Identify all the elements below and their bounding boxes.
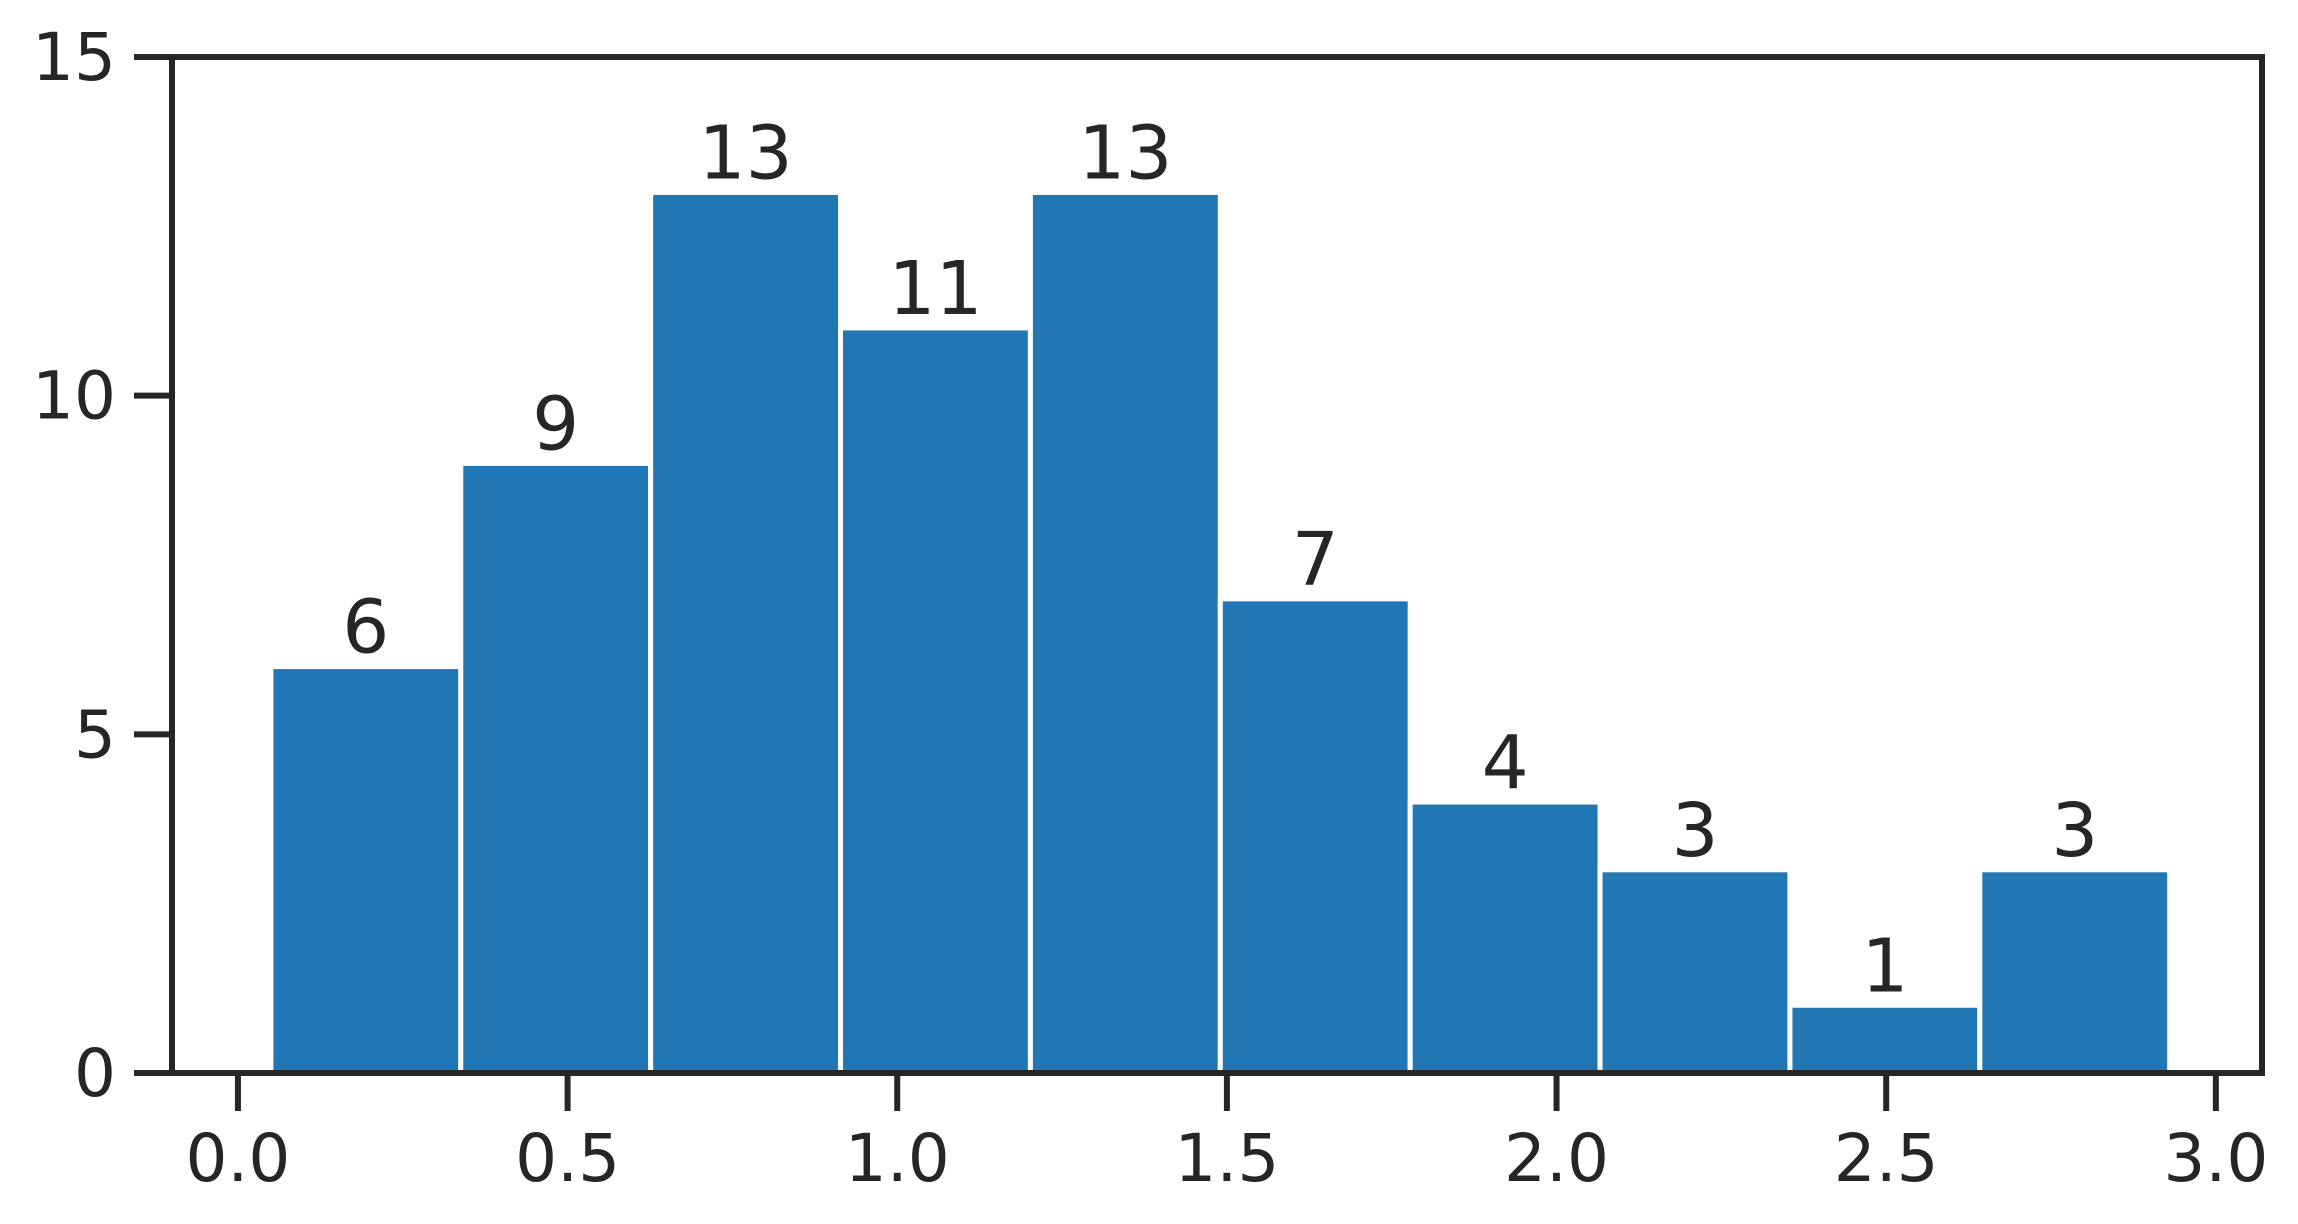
bar-value-label: 13	[1078, 110, 1172, 196]
bar-value-label: 7	[1292, 517, 1339, 603]
histogram-bar	[1787, 1002, 1983, 1076]
histogram-bar	[458, 460, 654, 1076]
y-tick-label: 0	[74, 1035, 116, 1112]
x-tick-label: 0.5	[515, 1120, 620, 1197]
x-axis: 0.0 0.5 1.0 1.5 2.0 2.5 3.0	[185, 1073, 2268, 1197]
bar-value-label: 6	[342, 585, 389, 671]
bars-layer	[268, 189, 2173, 1076]
histogram-bar	[838, 325, 1033, 1076]
bar-value-label: 1	[1861, 923, 1908, 1009]
histogram-bar	[1407, 799, 1603, 1076]
x-tick-label: 1.5	[1174, 1120, 1279, 1197]
bar-value-label: 3	[2051, 788, 2098, 874]
plot-frame	[169, 54, 2265, 1076]
bar-value-label: 3	[1671, 788, 1718, 874]
histogram-bar	[648, 189, 844, 1076]
histogram-bar	[1597, 867, 1793, 1076]
x-tick-label: 2.5	[1834, 1120, 1939, 1197]
x-tick-label: 0.0	[185, 1120, 290, 1197]
bar-value-label: 4	[1482, 720, 1529, 806]
y-axis: 0 5 10 15	[32, 19, 172, 1112]
bar-value-label: 13	[699, 110, 793, 196]
histogram-bar	[1977, 867, 2173, 1076]
histogram-bar	[1217, 596, 1413, 1076]
y-tick-label: 15	[32, 19, 116, 96]
y-tick-label: 10	[32, 358, 116, 435]
x-tick-label: 2.0	[1504, 1120, 1609, 1197]
x-tick-label: 1.0	[845, 1120, 950, 1197]
histogram-bar	[268, 664, 464, 1076]
bar-value-label: 11	[888, 246, 982, 332]
x-tick-label: 3.0	[2163, 1120, 2268, 1197]
histogram-bar	[1027, 189, 1223, 1076]
y-tick-label: 5	[74, 696, 116, 773]
bar-value-label: 9	[532, 381, 579, 467]
